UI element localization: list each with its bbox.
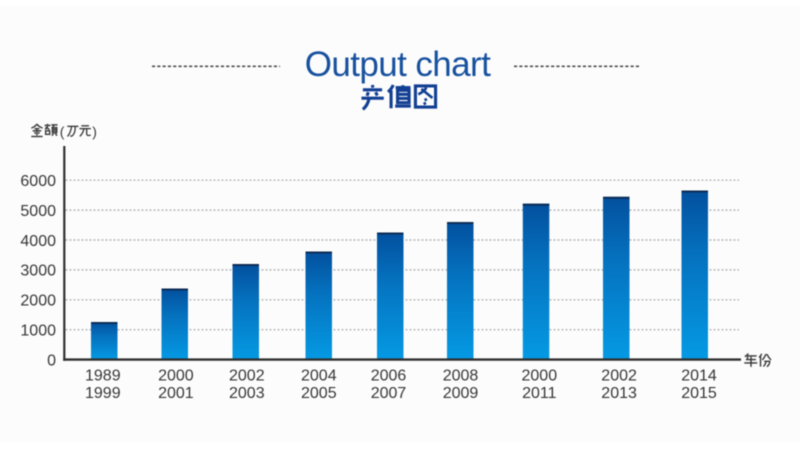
svg-text:(: (	[60, 123, 65, 139]
svg-text:6000: 6000	[20, 173, 56, 190]
svg-text:2011: 2011	[522, 385, 557, 402]
svg-text:1999: 1999	[85, 385, 121, 402]
svg-text:3000: 3000	[20, 263, 56, 280]
svg-text:2006: 2006	[371, 368, 407, 385]
svg-text:2002: 2002	[601, 368, 637, 385]
svg-text:2004: 2004	[301, 368, 337, 385]
svg-text:2008: 2008	[443, 368, 479, 385]
svg-text:2000: 2000	[158, 368, 194, 385]
svg-text:2001: 2001	[158, 385, 194, 402]
svg-text:5000: 5000	[20, 203, 56, 220]
svg-text:2014: 2014	[681, 368, 717, 385]
svg-text:2000: 2000	[522, 368, 558, 385]
svg-text:2002: 2002	[229, 368, 265, 385]
svg-text:Output chart: Output chart	[305, 45, 491, 84]
svg-text:): )	[92, 123, 97, 139]
svg-text:4000: 4000	[20, 233, 56, 250]
svg-text:1989: 1989	[85, 368, 121, 385]
svg-text:2013: 2013	[601, 385, 637, 402]
svg-text:2007: 2007	[371, 385, 407, 402]
svg-text:2015: 2015	[681, 385, 717, 402]
svg-text:2003: 2003	[229, 385, 265, 402]
svg-text:1000: 1000	[20, 323, 56, 340]
svg-text:0: 0	[47, 352, 56, 369]
svg-text:2009: 2009	[443, 385, 479, 402]
svg-text:2005: 2005	[301, 385, 337, 402]
svg-text:2000: 2000	[20, 293, 56, 310]
